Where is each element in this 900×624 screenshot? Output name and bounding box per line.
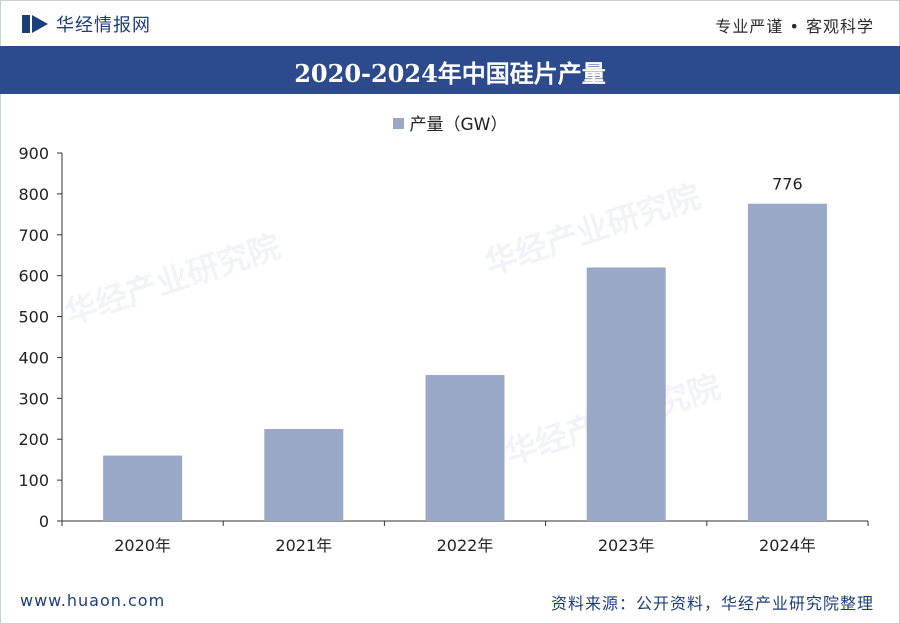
bar [103,455,183,521]
slogan: 专业严谨 • 客观科学 [715,17,874,36]
chart-title: 2020-2024年中国硅片产量 [294,59,606,88]
x-tick-label: 2023年 [598,536,655,555]
bar [264,429,344,521]
x-tick-label: 2022年 [437,536,494,555]
bar [586,267,666,521]
y-tick-label: 100 [18,471,49,490]
title-bar: 2020-2024年中国硅片产量 [0,46,900,94]
y-tick-label: 900 [18,144,49,163]
bar [425,375,505,521]
y-tick-label: 0 [39,512,49,531]
x-tick-label: 2020年 [114,536,171,555]
brand-logo-icon [22,15,48,33]
source-text: 资料来源：公开资料，华经产业研究院整理 [550,594,874,613]
header-bar: 华经情报网 专业严谨 • 客观科学 [0,0,900,46]
bar [747,203,827,522]
y-tick-label: 200 [18,430,49,449]
x-tick-label: 2021年 [275,536,332,555]
legend-swatch [392,118,404,129]
y-tick-label: 400 [18,348,49,367]
legend: 产量（GW） [0,110,900,135]
x-tick-label: 2024年 [759,536,816,555]
data-label: 776 [772,175,803,194]
y-tick-label: 600 [18,267,49,286]
y-tick-label: 500 [18,308,49,327]
y-tick-label: 700 [18,226,49,245]
website-text: www.huaon.com [20,591,166,610]
brand-name: 华经情报网 [56,15,151,36]
legend-label: 产量（GW） [409,115,508,135]
y-tick-label: 800 [18,185,49,204]
y-tick-label: 300 [18,389,49,408]
